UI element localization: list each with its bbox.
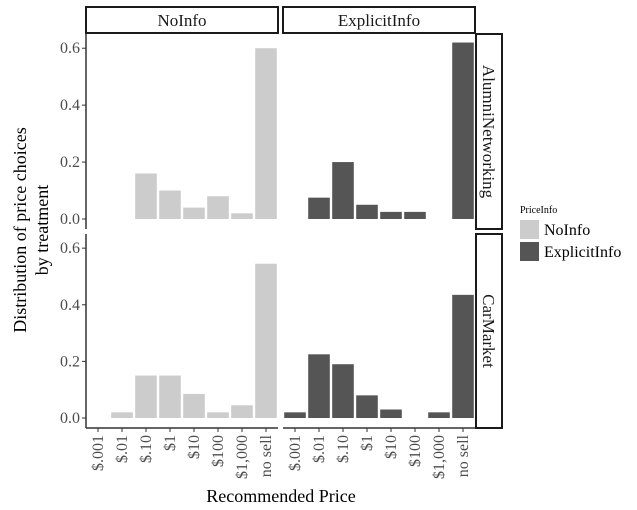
y-tick-label-alumninetworking-1: 0.2 [60, 154, 80, 171]
bar-alumninetworking-noinfo-100 [207, 196, 229, 219]
y-axis-title-line1: Distribution of price choices [10, 127, 30, 332]
bar-carmarket-noinfo-1 [159, 375, 181, 418]
strip-label-alumninetworking: AlumniNetworking [479, 65, 498, 199]
strip-explicitinfo [282, 6, 476, 34]
bar-carmarket-noinfo-10 [183, 393, 205, 418]
legend-key-explicitinfo [520, 242, 539, 261]
bar-alumninetworking-noinfo-1-000 [231, 213, 253, 219]
bar-carmarket-noinfo-1-000 [231, 405, 253, 418]
bar-alumninetworking-noinfo-1 [159, 190, 181, 219]
bar-alumninetworking-explicitinfo-01 [308, 197, 330, 219]
x-tick-label-noinfo-001: $.001 [90, 435, 107, 471]
x-tick-label-explicitinfo-no-sell: no sell [455, 434, 472, 477]
bar-carmarket-explicitinfo-01 [308, 354, 330, 418]
x-tick-label-noinfo-10: $10 [186, 435, 203, 459]
x-tick-label-noinfo-1: $1 [162, 435, 179, 451]
legend: PriceInfo NoInfo ExplicitInfo [520, 205, 621, 261]
x-tick-label-explicitinfo-10: $10 [383, 435, 400, 459]
y-axis-title-line2: by treatment [32, 185, 52, 275]
y-tick-label-alumninetworking-0: 0.0 [60, 211, 80, 228]
x-tick-label-explicitinfo-100: $100 [407, 435, 424, 467]
strip-alumninetworking [475, 33, 503, 230]
legend-key-noinfo [520, 220, 539, 239]
y-tick-label-carmarket-1: 0.2 [60, 353, 80, 370]
bar-carmarket-noinfo-no-sell [255, 263, 277, 418]
y-tick-label-alumninetworking-3: 0.6 [60, 40, 80, 57]
x-tick-label-explicitinfo-1: $1 [359, 435, 376, 451]
strip-label-explicitinfo: ExplicitInfo [338, 11, 420, 30]
strip-carmarket [475, 233, 503, 429]
bar-carmarket-noinfo-01 [111, 412, 133, 418]
x-tick-label-noinfo-01: $.01 [114, 435, 131, 463]
legend-title: PriceInfo [520, 205, 557, 216]
bar-alumninetworking-explicitinfo-10 [380, 211, 402, 219]
x-tick-label-explicitinfo-001: $.001 [287, 435, 304, 471]
x-tick-label-noinfo-100: $100 [210, 435, 227, 467]
x-tick-label-noinfo-1-000: $1,000 [234, 435, 251, 479]
x-tick-label-explicitinfo-1-000: $1,000 [431, 435, 448, 479]
bar-carmarket-noinfo-100 [207, 412, 229, 418]
x-tick-label-noinfo-10: $.10 [138, 435, 155, 463]
bar-carmarket-explicitinfo-10 [332, 364, 354, 418]
y-tick-label-alumninetworking-2: 0.4 [60, 97, 80, 114]
legend-label-explicitinfo: ExplicitInfo [544, 244, 621, 261]
x-tick-label-explicitinfo-01: $.01 [311, 435, 328, 463]
bar-carmarket-explicitinfo-10 [380, 409, 402, 418]
bar-carmarket-explicitinfo-1 [356, 395, 378, 418]
x-tick-label-explicitinfo-10: $.10 [335, 435, 352, 463]
bar-alumninetworking-explicitinfo-10 [332, 162, 354, 219]
strip-label-noinfo: NoInfo [157, 11, 206, 30]
strip-label-carmarket: CarMarket [479, 294, 498, 368]
bar-carmarket-explicitinfo-no-sell [452, 294, 474, 418]
legend-label-noinfo: NoInfo [544, 222, 590, 239]
y-tick-label-carmarket-3: 0.6 [60, 240, 80, 257]
bar-carmarket-noinfo-10 [135, 375, 157, 418]
y-axis-title: Distribution of price choices by treatme… [10, 127, 52, 332]
bar-carmarket-explicitinfo-1-000 [428, 412, 450, 418]
bar-alumninetworking-noinfo-no-sell [255, 48, 277, 219]
x-tick-label-noinfo-no-sell: no sell [258, 434, 275, 477]
chart-panels [111, 42, 474, 418]
y-tick-label-carmarket-0: 0.0 [60, 410, 80, 427]
bar-alumninetworking-explicitinfo-no-sell [452, 42, 474, 220]
y-tick-label-carmarket-2: 0.4 [60, 297, 80, 314]
x-axis-title: Recommended Price [206, 486, 355, 506]
strip-noinfo [85, 6, 279, 34]
bar-alumninetworking-explicitinfo-100 [404, 211, 426, 219]
x-axes: $.001 $.01 $.10 $1 $10 $100 $1,000 no sell $.001… [86, 427, 475, 479]
facet-strips: NoInfo ExplicitInfo AlumniNetworking CarMar… [85, 6, 503, 429]
y-axes: 0.0 0.2 0.4 0.6 0.0 0.2 0.4 0.6 [60, 34, 87, 428]
bar-alumninetworking-explicitinfo-1 [356, 204, 378, 219]
bar-alumninetworking-noinfo-10 [183, 207, 205, 219]
bar-alumninetworking-noinfo-10 [135, 173, 157, 219]
bar-carmarket-explicitinfo-001 [284, 412, 306, 418]
